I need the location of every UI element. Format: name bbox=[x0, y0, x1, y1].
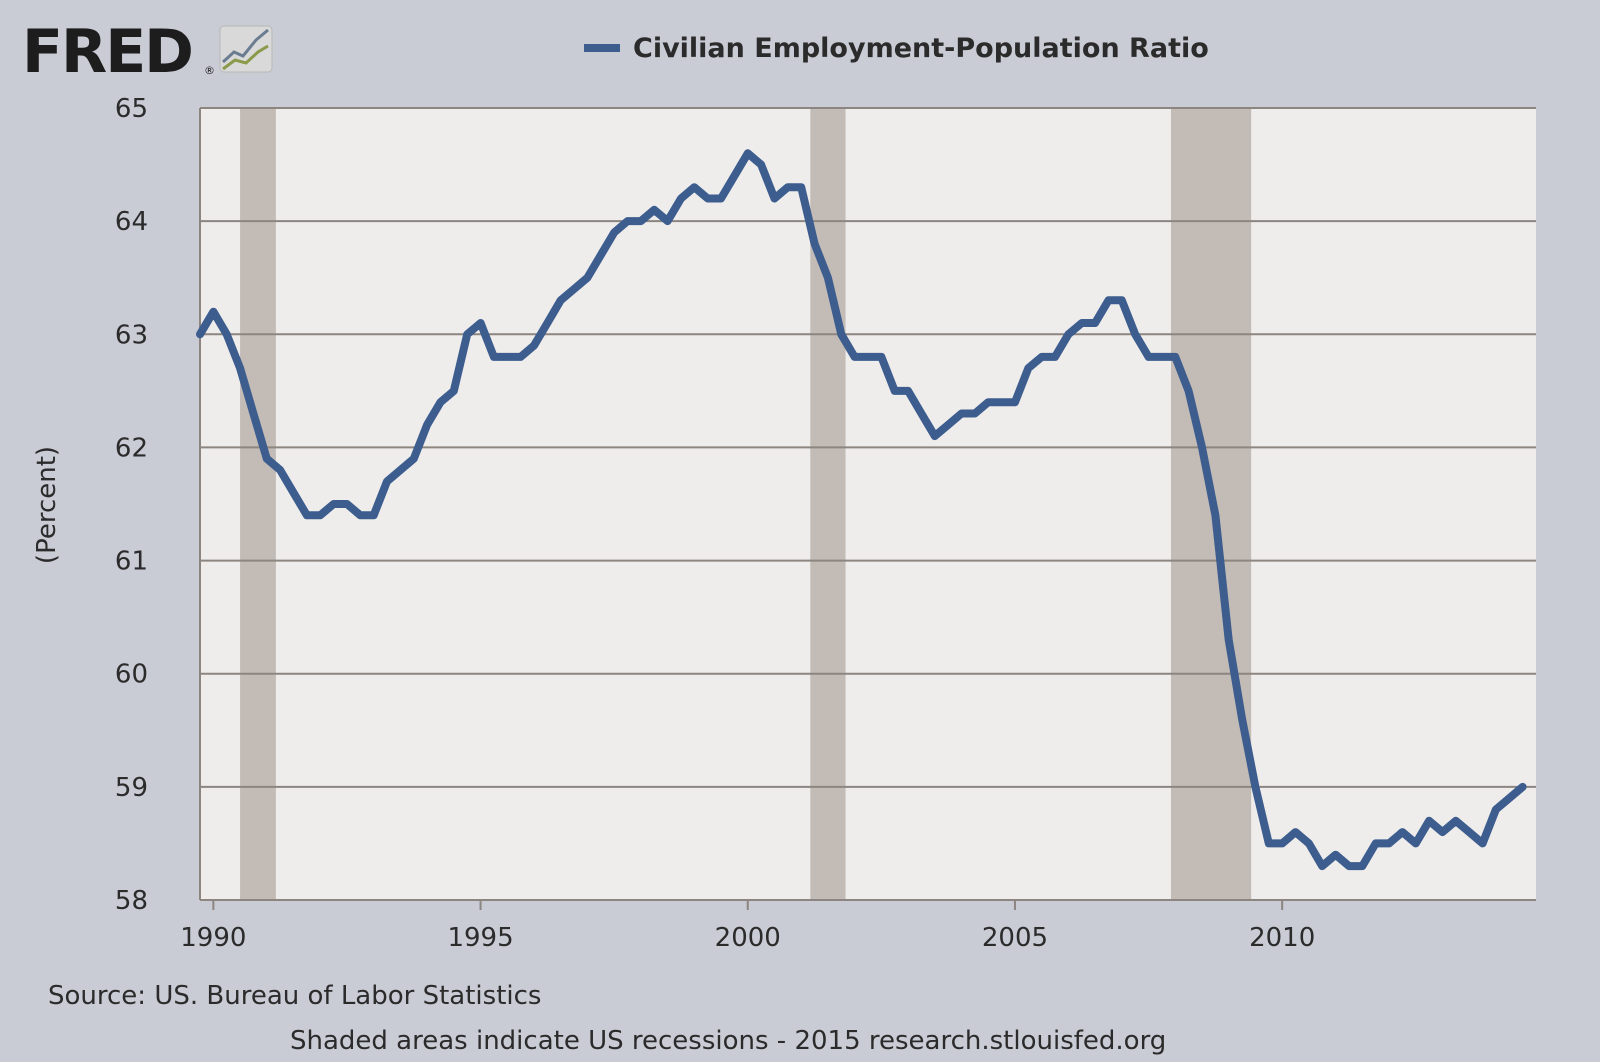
y-tick-label: 64 bbox=[115, 207, 148, 237]
legend-label: Civilian Employment-Population Ratio bbox=[633, 33, 1209, 64]
y-tick-label: 65 bbox=[115, 94, 148, 124]
y-axis-ticks: 58 59 60 61 62 63 64 65 bbox=[115, 94, 148, 916]
y-tick-label: 58 bbox=[115, 886, 148, 916]
x-axis-ticks: 1990 1995 2000 2005 2010 bbox=[180, 900, 1315, 953]
registered-mark: ® bbox=[204, 64, 215, 77]
footer-source: Source: US. Bureau of Labor Statistics bbox=[48, 981, 541, 1011]
x-tick-label: 2000 bbox=[715, 923, 781, 953]
recession-band-1 bbox=[240, 108, 276, 900]
legend: Civilian Employment-Population Ratio bbox=[584, 33, 1209, 64]
recession-band-2 bbox=[810, 108, 846, 900]
x-tick-label: 2010 bbox=[1249, 923, 1315, 953]
y-tick-label: 60 bbox=[115, 660, 148, 690]
y-tick-label: 59 bbox=[115, 773, 148, 803]
footer-note: Shaded areas indicate US recessions - 20… bbox=[290, 1026, 1166, 1056]
fred-logo: FRED ® bbox=[22, 17, 273, 87]
plot-area bbox=[200, 108, 1536, 900]
y-tick-label: 62 bbox=[115, 433, 148, 463]
x-tick-label: 1995 bbox=[447, 923, 513, 953]
fred-logo-chart-icon bbox=[219, 25, 273, 73]
series-line-employment-population-ratio bbox=[196, 149, 1527, 871]
y-tick-label: 61 bbox=[115, 547, 148, 577]
x-tick-label: 2005 bbox=[982, 923, 1048, 953]
recession-shading-group bbox=[240, 108, 1252, 900]
y-axis-label: (Percent) bbox=[32, 446, 62, 564]
x-tick-label: 1990 bbox=[180, 923, 246, 953]
fred-logo-text: FRED bbox=[22, 17, 192, 87]
y-tick-label: 63 bbox=[115, 320, 148, 350]
